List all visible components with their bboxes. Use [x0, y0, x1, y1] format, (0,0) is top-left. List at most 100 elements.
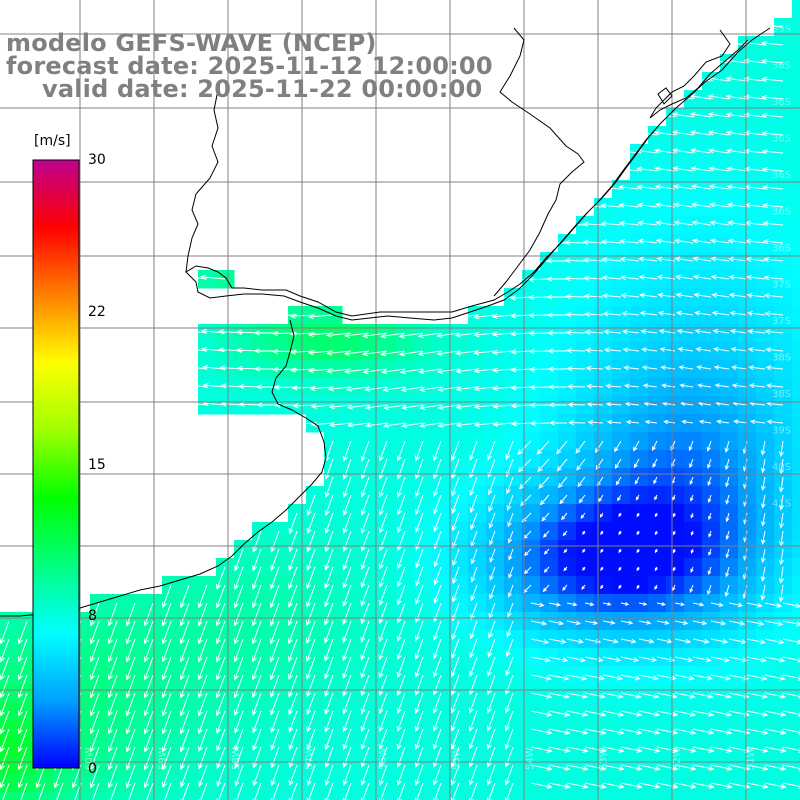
wind-arrow — [761, 530, 766, 545]
wind-arrow — [707, 58, 730, 64]
wind-arrow — [710, 602, 724, 607]
wind-cell — [756, 234, 775, 253]
wind-arrow — [486, 782, 496, 800]
wind-arrow — [529, 384, 550, 391]
wind-arrow — [510, 367, 532, 373]
longitude-label: 56W — [378, 747, 389, 770]
wind-arrow — [602, 746, 625, 753]
wind-arrow — [764, 602, 783, 608]
wind-cell — [0, 792, 19, 800]
wind-arrow — [451, 458, 460, 480]
wind-arrow — [663, 419, 676, 425]
wind-arrow — [360, 602, 370, 625]
wind-arrow — [548, 674, 570, 681]
wind-cell — [684, 144, 703, 163]
wind-arrow — [324, 728, 334, 751]
wind-arrow — [677, 347, 694, 352]
wind-arrow — [728, 602, 744, 608]
wind-arrow — [491, 349, 514, 355]
wind-cell — [396, 342, 415, 361]
wind-arrow — [437, 422, 460, 428]
wind-arrow — [707, 584, 712, 595]
wind-cell — [612, 234, 631, 253]
wind-cell — [558, 342, 577, 361]
wind-cell — [792, 378, 800, 397]
wind-arrow — [360, 656, 370, 679]
wind-arrow — [601, 257, 622, 263]
wind-arrow — [162, 764, 172, 789]
wind-arrow — [692, 728, 715, 735]
wind-arrow — [469, 638, 478, 659]
wind-arrow — [450, 764, 460, 786]
wind-cell — [252, 792, 271, 800]
wind-cell — [306, 360, 325, 379]
wind-cell — [108, 792, 127, 800]
wind-cell — [738, 72, 757, 91]
wind-arrow — [234, 764, 244, 787]
wind-arrow — [360, 512, 370, 534]
wind-arrow — [469, 620, 478, 640]
wind-cell — [612, 180, 631, 199]
wind-cell — [432, 792, 451, 800]
wind-cell — [738, 180, 757, 199]
wind-cell — [216, 360, 235, 379]
wind-arrow — [364, 404, 388, 410]
wind-arrow — [782, 602, 800, 609]
wind-arrow — [89, 728, 100, 753]
wind-arrow — [270, 710, 280, 734]
latitude-label: 38S — [772, 389, 791, 400]
wind-arrow — [179, 674, 190, 699]
wind-arrow — [378, 692, 388, 715]
wind-cell — [792, 396, 800, 415]
wind-cell — [792, 720, 800, 739]
wind-arrow — [161, 620, 172, 645]
wind-cell — [612, 252, 631, 271]
wind-cell — [720, 396, 739, 415]
wind-cell — [612, 378, 631, 397]
wind-cell — [720, 198, 739, 217]
wind-arrow — [414, 746, 424, 768]
wind-arrow — [761, 494, 766, 509]
wind-arrow — [637, 238, 658, 244]
wind-arrow — [602, 620, 616, 625]
wind-arrow — [710, 764, 733, 771]
wind-arrow — [724, 584, 730, 598]
wind-cell — [540, 792, 559, 800]
wind-arrow — [638, 656, 658, 663]
wind-arrow — [602, 782, 625, 789]
wind-arrow — [181, 274, 208, 280]
wind-arrow — [762, 184, 784, 191]
wind-arrow — [674, 764, 697, 771]
wind-arrow — [564, 239, 586, 246]
wind-arrow — [396, 674, 406, 697]
wind-cell — [378, 360, 397, 379]
wind-arrow — [432, 764, 442, 786]
wind-cell — [738, 162, 757, 181]
wind-arrow — [745, 256, 766, 262]
wind-arrow — [125, 710, 136, 735]
wind-arrow — [583, 311, 604, 317]
wind-arrow — [17, 764, 28, 789]
wind-arrow — [342, 638, 352, 662]
wind-cell — [702, 252, 721, 271]
wind-arrow — [541, 512, 550, 522]
wind-arrow — [183, 328, 208, 334]
wind-arrow — [197, 692, 208, 717]
wind-arrow — [342, 710, 352, 733]
wind-cell — [720, 306, 739, 325]
wind-arrow — [689, 458, 694, 469]
wind-cell — [756, 324, 775, 343]
wind-cell — [576, 234, 595, 253]
wind-arrow — [417, 350, 442, 357]
wind-cell — [306, 378, 325, 397]
wind-cell — [648, 180, 667, 199]
wind-arrow — [584, 347, 604, 353]
wind-cell — [702, 360, 721, 379]
wind-arrow — [602, 692, 624, 699]
wind-cell — [594, 252, 613, 271]
wind-arrow — [401, 422, 424, 429]
wind-arrow — [455, 386, 478, 392]
wind-cell — [756, 252, 775, 271]
wind-arrow — [726, 184, 748, 190]
